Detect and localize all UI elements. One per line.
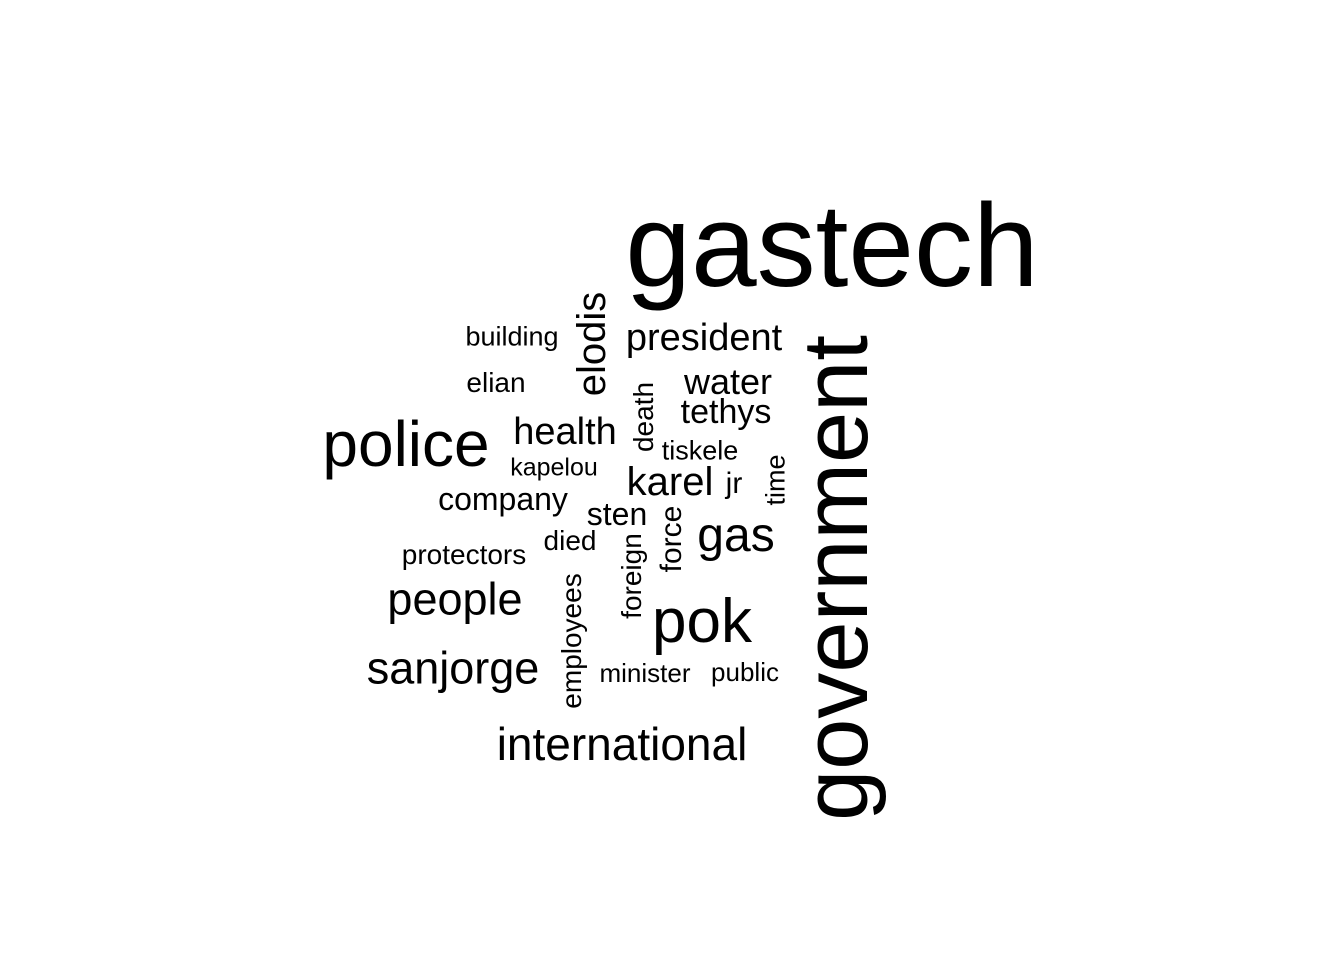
word-time: time	[760, 454, 791, 506]
word-tiskele: tiskele	[661, 435, 739, 466]
word-building: building	[465, 321, 559, 352]
word-public: public	[711, 657, 779, 687]
word-foreign: foreign	[616, 533, 647, 619]
word-sanjorge: sanjorge	[366, 642, 540, 694]
word-government: government	[785, 335, 887, 821]
word-gastech: gastech	[625, 180, 1039, 312]
word-force: force	[655, 505, 688, 573]
word-company: company	[438, 481, 568, 517]
word-minister: minister	[599, 658, 691, 688]
word-sten: sten	[586, 496, 648, 532]
word-elian: elian	[466, 367, 526, 398]
word-pok: pok	[652, 587, 752, 656]
word-protectors: protectors	[401, 539, 527, 570]
word-gas: gas	[697, 509, 775, 562]
word-international: international	[496, 718, 748, 770]
word-kapelou: kapelou	[510, 453, 598, 482]
word-people: people	[387, 573, 523, 625]
word-health: health	[513, 411, 617, 453]
word-elodis: elodis	[570, 291, 614, 397]
word-employees: employees	[556, 573, 587, 709]
word-karel: karel	[626, 460, 714, 504]
word-tethys: tethys	[680, 393, 772, 431]
word-president: president	[625, 317, 783, 359]
word-jr: jr	[725, 467, 743, 500]
word-water: water	[683, 361, 773, 402]
word-death: death	[628, 381, 659, 453]
word-died: died	[543, 525, 597, 556]
word-police: police	[322, 408, 490, 480]
